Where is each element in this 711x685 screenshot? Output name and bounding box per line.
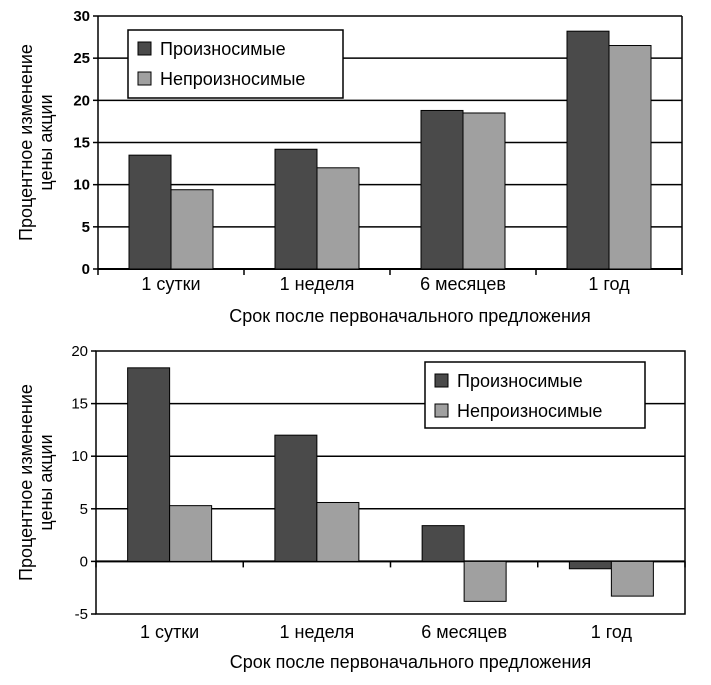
chart0-y-tick-label: 30 — [73, 8, 90, 25]
chart1-y-tick-label: -5 — [75, 606, 88, 623]
chart1-y-tick-label: 15 — [71, 396, 88, 413]
chart0-x-axis-title: Срок после первоначального предложения — [229, 306, 590, 326]
chart0-legend-label: Произносимые — [160, 39, 286, 59]
chart0-y-tick-label: 10 — [73, 177, 90, 194]
chart1-y-axis-title: цены акции — [36, 434, 56, 530]
chart1-legend-swatch — [434, 373, 449, 388]
chart0-bar-dark — [420, 109, 464, 270]
chart0-bar-light — [316, 167, 360, 270]
chart1-bar-light — [316, 501, 360, 562]
chart1-x-axis-title: Срок после первоначального предложения — [230, 652, 591, 672]
chart0-y-tick-label: 20 — [73, 92, 90, 109]
chart0-y-axis-title: цены акции — [36, 94, 56, 190]
chart0-y-tick-label: 15 — [73, 135, 90, 152]
chart0-bar-dark — [274, 148, 318, 270]
chart1-bar-light — [463, 560, 507, 602]
chart0-y-tick-label: 0 — [82, 261, 90, 278]
chart1-legend-label: Непроизносимые — [457, 401, 602, 421]
chart0-bar-dark — [566, 30, 610, 270]
chart1-plot-frame — [95, 350, 686, 615]
chart0-legend: Произносимые Непроизносимые — [127, 29, 344, 99]
chart1-y-tick-label: 5 — [80, 501, 88, 518]
chart1-legend: Произносимые Непроизносимые — [424, 361, 646, 429]
chart1-legend-label: Произносимые — [457, 371, 583, 391]
chart1-category-label: 1 сутки — [140, 622, 199, 642]
chart1-y-tick-label: 20 — [71, 343, 88, 360]
chart1-category-label: 6 месяцев — [421, 622, 507, 642]
chart0-category-label: 6 месяцев — [420, 274, 506, 294]
chart1-legend-swatch — [434, 403, 449, 418]
chart0-legend-label: Непроизносимые — [160, 69, 305, 89]
chart1-bar-light — [610, 560, 654, 597]
chart0-y-tick-label: 5 — [82, 219, 90, 236]
chart0-y-tick-label: 25 — [73, 50, 90, 67]
chart-top: 0 5 10 15 20 25 30 1 сутки 1 неделя 6 месяцев 1 го… — [16, 8, 683, 326]
chart1-bar-light — [169, 505, 213, 562]
chart1-y-axis-title: Процентное изменение — [16, 384, 36, 581]
chart-bottom: -5 0 5 10 15 20 1 сутки 1 неделя 6 месяцев 1 годС… — [16, 343, 686, 672]
chart0-bar-light — [462, 112, 506, 270]
chart0-category-label: 1 неделя — [280, 274, 355, 294]
chart0-legend-swatch — [137, 41, 152, 56]
chart0-y-axis-title: Процентное изменение — [16, 44, 36, 241]
chart0-category-label: 1 год — [588, 274, 630, 294]
chart1-legend-box — [424, 361, 646, 429]
chart1-y-tick-label: 10 — [71, 448, 88, 465]
chart1-y-tick-label: 0 — [80, 553, 88, 570]
chart1-bar-dark — [421, 525, 465, 562]
chart1-category-label: 1 год — [591, 622, 633, 642]
chart1-bar-dark — [568, 560, 612, 570]
chart0-legend-box — [127, 29, 344, 99]
chart1-category-label: 1 неделя — [280, 622, 355, 642]
chart0-category-label: 1 сутки — [141, 274, 200, 294]
chart0-legend-swatch — [137, 71, 152, 86]
chart1-bar-dark — [127, 367, 171, 562]
chart0-bar-dark — [128, 154, 172, 270]
chart1-bar-dark — [274, 434, 318, 562]
chart0-bar-light — [170, 189, 214, 270]
chart0-bar-light — [608, 45, 652, 270]
